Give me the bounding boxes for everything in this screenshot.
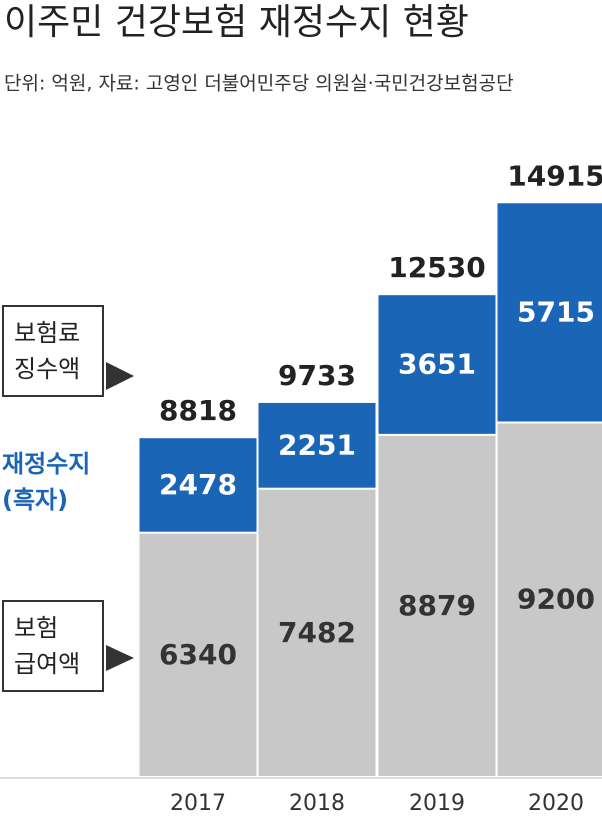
legend-label: 재정수지 (흑자) [2, 450, 91, 514]
total-label: 9733 [278, 359, 356, 392]
chart-title: 이주민 건강보험 재정수지 현황 [4, 2, 469, 43]
value-label: 2478 [159, 468, 237, 501]
value-label: 3651 [398, 348, 476, 381]
bar-segment [378, 295, 496, 434]
total-label: 8818 [159, 394, 237, 427]
legend-label: 보험 급여액 [2, 600, 104, 692]
bar-segment [378, 435, 496, 776]
value-label: 6340 [159, 638, 237, 671]
chart-subtitle: 단위: 억원, 자료: 고영인 더불어민주당 의원실·국민건강보험공단 [4, 73, 514, 95]
total-label: 14915 [507, 159, 602, 192]
x-tick-label: 2019 [409, 791, 465, 816]
bar-segment [497, 203, 602, 422]
value-label: 5715 [517, 295, 595, 328]
value-label: 2251 [278, 428, 356, 461]
value-label: 7482 [278, 616, 356, 649]
x-tick-label: 2017 [170, 791, 226, 816]
x-tick-label: 2020 [528, 791, 584, 816]
bar-segment [258, 402, 376, 488]
bar-segment [139, 438, 257, 532]
value-label: 8879 [398, 589, 476, 622]
bar-segment [258, 489, 376, 776]
pointer [106, 645, 134, 671]
x-tick-label: 2018 [289, 791, 345, 816]
pointer [106, 362, 134, 390]
bar-segment [497, 423, 602, 776]
total-label: 12530 [388, 251, 485, 284]
legend-label: 보험료 징수액 [2, 305, 104, 397]
bar-segment [139, 533, 257, 776]
value-label: 9200 [517, 583, 595, 616]
